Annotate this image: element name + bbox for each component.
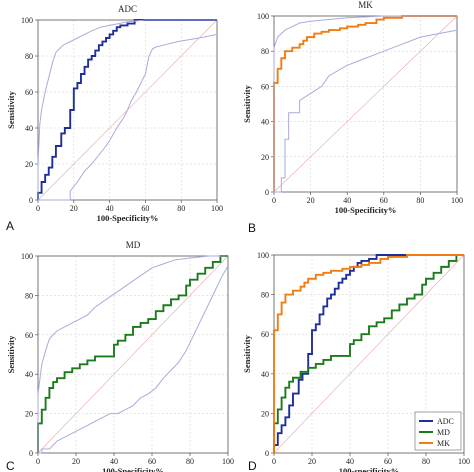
y-axis-label: Sensitivity bbox=[6, 90, 16, 129]
y-tick-label: 80 bbox=[25, 52, 33, 61]
panel-title: ADC bbox=[118, 4, 137, 14]
roc-curve-md bbox=[273, 254, 464, 453]
x-tick-label: 0 bbox=[36, 457, 40, 466]
legend: ADC MD MK bbox=[414, 411, 462, 451]
y-tick-label: 80 bbox=[261, 291, 269, 300]
x-tick-label: 0 bbox=[36, 204, 40, 213]
y-tick-label: 20 bbox=[261, 409, 269, 418]
y-tick-label: 60 bbox=[261, 82, 269, 91]
panel-d: 0 20 40 60 80 100 0 20 40 60 80 100 100-specificity%… bbox=[242, 251, 470, 472]
y-tick-label: 20 bbox=[25, 410, 33, 419]
panel-letter: D bbox=[248, 459, 257, 472]
roc-curve-adc bbox=[37, 19, 217, 200]
y-tick-label: 40 bbox=[25, 370, 33, 379]
x-axis-label: 100-Specificity% bbox=[97, 213, 159, 223]
panel-letter: C bbox=[6, 459, 15, 472]
ci-upper-line bbox=[273, 15, 457, 192]
y-axis-label: Sensitivity bbox=[242, 334, 252, 373]
x-tick-label: 100 bbox=[222, 457, 234, 466]
legend-label-adc: ADC bbox=[437, 417, 454, 426]
x-tick-label: 20 bbox=[72, 457, 80, 466]
roc-curve-md bbox=[37, 255, 228, 453]
panel-b: 0 20 40 60 80 100 0 20 40 60 80 100 MK 100-Specificit… bbox=[242, 0, 463, 235]
ci-lower-line bbox=[274, 29, 458, 193]
x-tick-label: 60 bbox=[380, 196, 388, 205]
y-tick-label: 80 bbox=[25, 291, 33, 300]
y-tick-label: 40 bbox=[25, 124, 33, 133]
y-tick-label: 40 bbox=[261, 370, 269, 379]
x-tick-label: 60 bbox=[148, 457, 156, 466]
x-tick-label: 0 bbox=[272, 457, 276, 466]
x-tick-label: 80 bbox=[422, 457, 430, 466]
x-tick-label: 100 bbox=[211, 204, 223, 213]
plot-frame bbox=[37, 255, 229, 454]
y-axis-label: Sensitivity bbox=[242, 84, 252, 123]
y-tick-label: 60 bbox=[25, 88, 33, 97]
panel-title: MD bbox=[126, 240, 141, 250]
panel-letter: A bbox=[6, 219, 14, 233]
ci-lower-line bbox=[38, 33, 218, 201]
x-axis-label: 100-specificity% bbox=[339, 466, 399, 472]
x-tick-label: 0 bbox=[272, 196, 276, 205]
y-tick-label: 0 bbox=[29, 196, 33, 205]
y-tick-label: 100 bbox=[257, 12, 269, 21]
x-tick-label: 60 bbox=[141, 204, 149, 213]
reference-diagonal bbox=[273, 254, 465, 454]
y-tick-label: 0 bbox=[29, 449, 33, 458]
x-tick-label: 60 bbox=[384, 457, 392, 466]
roc-curve-mk bbox=[273, 254, 464, 453]
ci-lower-line bbox=[38, 265, 229, 454]
panel-title: MK bbox=[358, 0, 373, 10]
x-tick-label: 100 bbox=[458, 457, 470, 466]
panel-a: 0 20 40 60 80 100 0 20 40 60 80 100 ADC 100-Specifici… bbox=[6, 4, 223, 233]
y-axis-label: Sensitivity bbox=[6, 335, 16, 374]
x-axis-label: 100-Specificity% bbox=[102, 466, 164, 472]
x-tick-label: 100 bbox=[451, 196, 463, 205]
panel-c: 0 20 40 60 80 100 0 20 40 60 80 100 MD 100-Specificit… bbox=[6, 240, 234, 472]
y-tick-label: 60 bbox=[261, 330, 269, 339]
x-tick-label: 80 bbox=[416, 196, 424, 205]
reference-diagonal bbox=[273, 15, 458, 193]
x-tick-label: 40 bbox=[346, 457, 354, 466]
y-tick-label: 100 bbox=[21, 252, 33, 261]
y-tick-label: 80 bbox=[261, 47, 269, 56]
y-tick-label: 0 bbox=[265, 188, 269, 197]
x-tick-label: 80 bbox=[177, 204, 185, 213]
ci-upper-line bbox=[37, 19, 217, 200]
ci-upper-line bbox=[37, 255, 228, 453]
x-tick-label: 20 bbox=[70, 204, 78, 213]
y-tick-label: 40 bbox=[261, 118, 269, 127]
x-tick-label: 80 bbox=[186, 457, 194, 466]
roc-curve-mk bbox=[273, 15, 457, 192]
y-tick-label: 100 bbox=[257, 251, 269, 260]
y-tick-label: 20 bbox=[25, 160, 33, 169]
plot-frame bbox=[37, 19, 218, 201]
y-tick-label: 0 bbox=[265, 449, 269, 458]
y-tick-label: 20 bbox=[261, 153, 269, 162]
y-tick-label: 100 bbox=[21, 16, 33, 25]
x-axis-label: 100-Specificity% bbox=[335, 205, 397, 215]
panel-letter: B bbox=[248, 221, 256, 235]
x-tick-label: 40 bbox=[343, 196, 351, 205]
x-tick-label: 40 bbox=[110, 457, 118, 466]
x-tick-label: 20 bbox=[307, 196, 315, 205]
x-tick-label: 40 bbox=[106, 204, 114, 213]
x-tick-label: 20 bbox=[308, 457, 316, 466]
y-tick-label: 60 bbox=[25, 331, 33, 340]
legend-label-mk: MK bbox=[437, 439, 450, 448]
legend-label-md: MD bbox=[437, 428, 450, 437]
reference-diagonal bbox=[37, 255, 229, 454]
